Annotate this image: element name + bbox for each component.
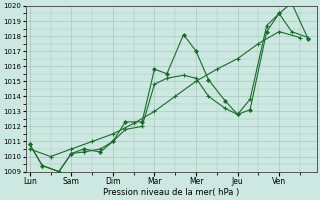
X-axis label: Pression niveau de la mer( hPa ): Pression niveau de la mer( hPa ) — [103, 188, 239, 197]
